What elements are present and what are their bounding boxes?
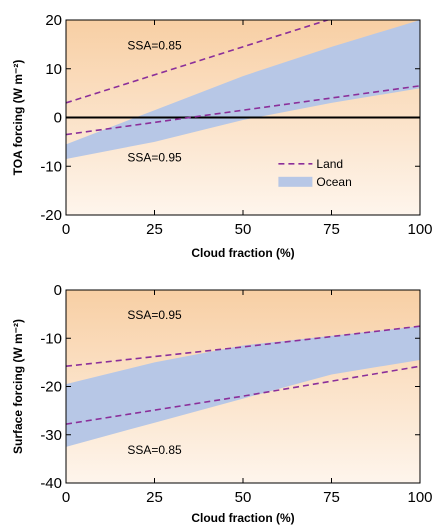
y-tick-label: -30 (40, 427, 62, 444)
ocean-band (66, 326, 420, 447)
x-tick-label: 0 (62, 489, 70, 506)
chart-panel-1: 0 25 50 75 100 -20 -10 0 10 20 Cloud fraction (%) T… (11, 12, 433, 260)
plot-area (66, 20, 420, 159)
legend-label: Land (316, 157, 343, 171)
ssa-annotation: SSA=0.95 (127, 150, 182, 164)
y-tick-label: 0 (54, 282, 62, 299)
ssa-annotation: SSA=0.85 (127, 443, 182, 457)
y-tick-label: -40 (40, 475, 62, 492)
x-axis-title: Cloud fraction (%) (191, 511, 294, 525)
x-tick-label: 75 (323, 221, 340, 238)
land-line-1 (66, 20, 331, 104)
y-axis-title: TOA forcing (W m⁻²) (11, 60, 25, 176)
x-tick-label: 50 (235, 221, 252, 238)
y-axis-title: Surface forcing (W m⁻²) (11, 319, 25, 454)
x-tick-label: 25 (146, 489, 163, 506)
ssa-annotation: SSA=0.85 (127, 38, 182, 52)
y-tick-label: 10 (45, 61, 62, 78)
x-tick-label: 75 (323, 489, 340, 506)
y-tick-label: 0 (54, 110, 62, 127)
ssa-annotation: SSA=0.95 (127, 308, 182, 322)
x-tick-label: 50 (235, 489, 252, 506)
legend: Land Ocean (278, 157, 352, 189)
x-tick-label: 0 (62, 221, 70, 238)
x-axis-title: Cloud fraction (%) (191, 246, 294, 260)
plot-area (66, 325, 420, 447)
legend-label: Ocean (316, 175, 351, 189)
y-tick-label: -10 (40, 158, 62, 175)
y-tick-label: -20 (40, 207, 62, 224)
legend-ocean-swatch (278, 176, 313, 187)
y-tick-label: 20 (45, 12, 62, 29)
y-tick-label: -10 (40, 330, 62, 347)
y-tick-label: -20 (40, 379, 62, 396)
chart-panel-2: 0 25 50 75 100 -40 -30 -20 -10 0 Cloud fraction (%… (11, 282, 433, 525)
ocean-band (66, 20, 420, 159)
x-tick-label: 100 (407, 221, 432, 238)
x-tick-label: 25 (146, 221, 163, 238)
x-tick-label: 100 (407, 489, 432, 506)
